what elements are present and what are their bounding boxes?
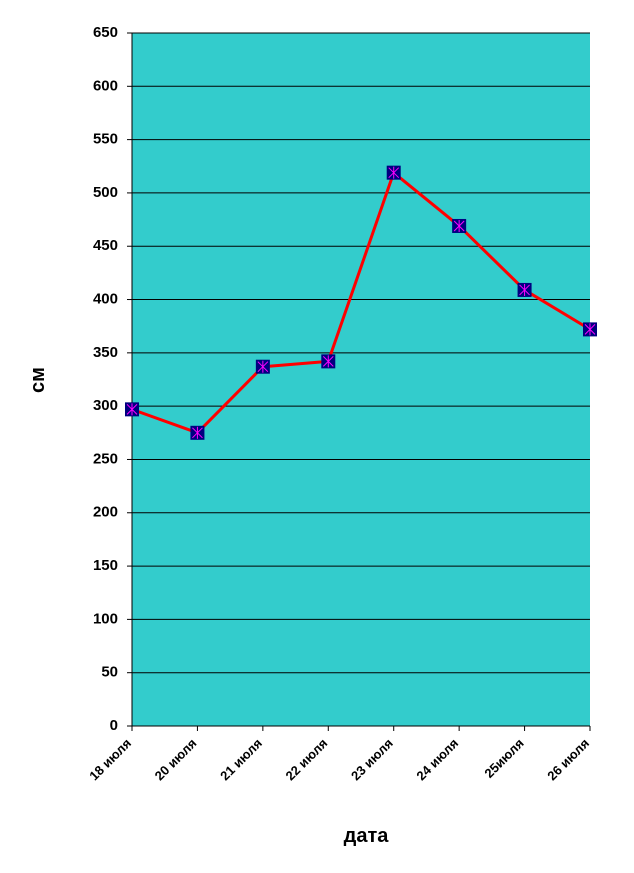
y-tick-label: 500 [93, 184, 118, 201]
x-tick-label: 25июля [481, 736, 526, 781]
y-tick-label: 650 [93, 24, 118, 41]
x-tick-label: 22 июля [283, 736, 331, 784]
x-tick-label: 24 июля [413, 736, 461, 784]
x-tick-label: 21 июля [217, 736, 265, 784]
y-tick-label: 250 [93, 450, 118, 467]
y-tick-label: 0 [110, 717, 118, 734]
y-tick-label: 200 [93, 504, 118, 521]
x-tick-label: 23 июля [348, 736, 396, 784]
x-tick-label: 18 июля [86, 736, 134, 784]
y-axis-title: см [27, 367, 49, 393]
y-tick-label: 100 [93, 610, 118, 627]
x-axis-title: дата [344, 825, 390, 847]
y-tick-label: 350 [93, 344, 118, 361]
x-tick-label: 26 июля [544, 736, 592, 784]
y-tick-label: 50 [101, 664, 118, 681]
y-tick-label: 300 [93, 397, 118, 414]
y-tick-label: 450 [93, 237, 118, 254]
line [131, 171, 591, 435]
y-tick-label: 600 [93, 77, 118, 94]
x-tick-label: 20 июля [152, 736, 200, 784]
y-tick-label: 150 [93, 557, 118, 574]
y-tick-label: 550 [93, 131, 118, 148]
plot-area [132, 33, 590, 726]
y-tick-label: 400 [93, 291, 118, 308]
